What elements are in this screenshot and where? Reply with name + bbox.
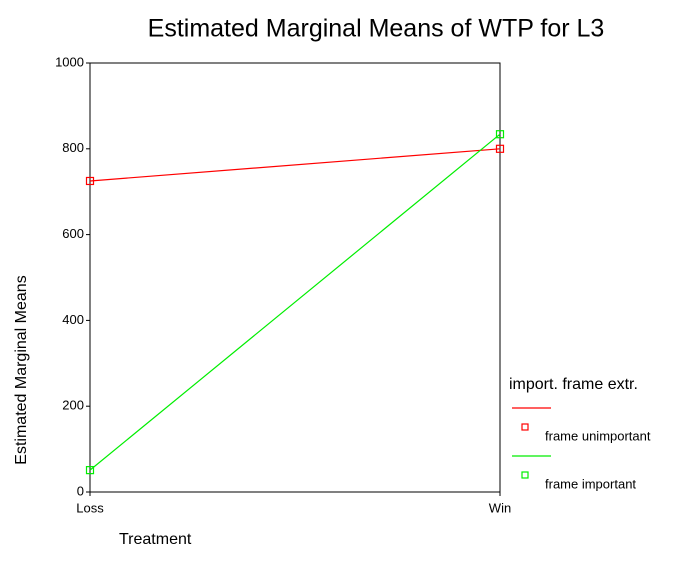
point-marker xyxy=(495,144,505,153)
point-marker xyxy=(85,176,95,186)
y-tick-label: 0 xyxy=(77,483,84,498)
y-tick-label: 200 xyxy=(62,398,84,413)
legend-label: frame important xyxy=(545,476,636,491)
legend-label: frame unimportant xyxy=(545,428,651,443)
y-tick-label: 1000 xyxy=(55,54,84,69)
legend-marker xyxy=(521,471,529,479)
x-axis-label: Treatment xyxy=(119,531,192,548)
plot-frame xyxy=(89,62,501,493)
y-axis-label: Estimated Marginal Means xyxy=(13,275,30,464)
x-tick-label: Loss xyxy=(76,500,104,515)
legend-marker xyxy=(521,423,529,431)
y-tick-label: 400 xyxy=(62,312,84,327)
series-line xyxy=(89,148,501,182)
legend-title: import. frame extr. xyxy=(509,376,638,393)
chart-title: Estimated Marginal Means of WTP for L3 xyxy=(148,15,605,43)
point-marker xyxy=(495,130,505,139)
y-tick-label: 800 xyxy=(62,140,84,155)
y-tick-label: 600 xyxy=(62,226,84,241)
series-line xyxy=(89,133,501,471)
point-marker xyxy=(85,466,95,475)
x-tick-label: Win xyxy=(489,500,511,515)
